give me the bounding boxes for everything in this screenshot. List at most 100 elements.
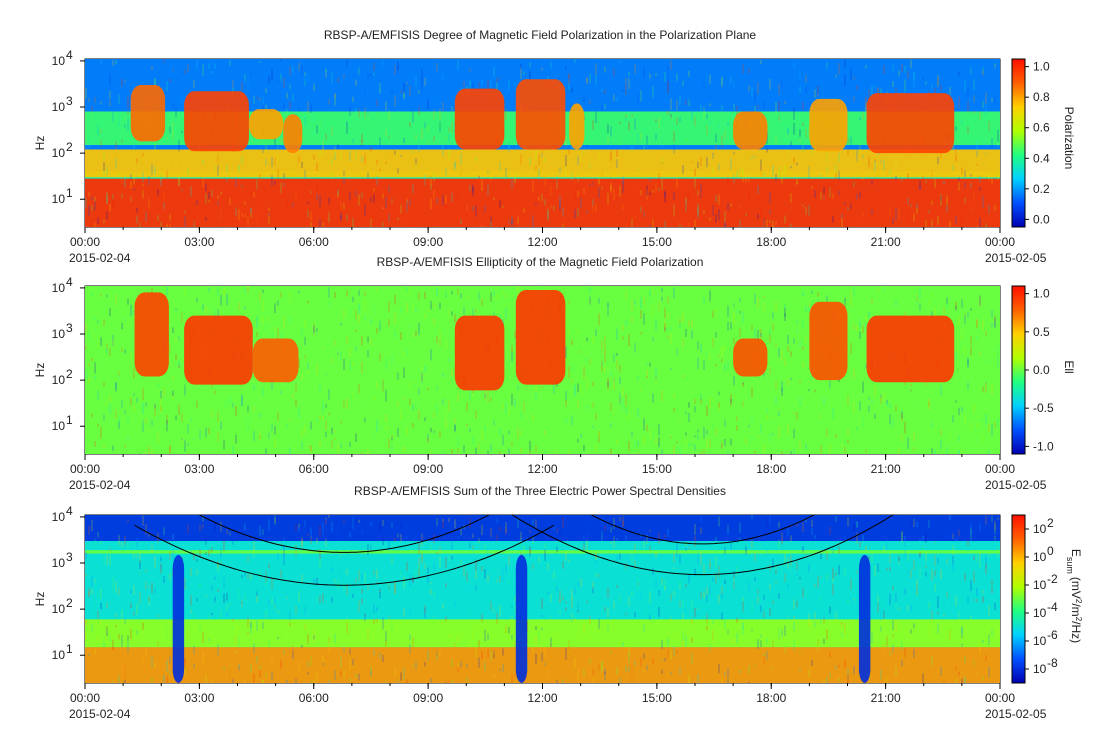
heatmap-cell [421,361,423,372]
colorbar-tick-exponent: -6 [1047,628,1058,642]
heatmap-cell [130,602,132,609]
heatmap-cell [205,594,207,597]
heatmap-cell [325,69,327,78]
heatmap-cell [496,534,498,541]
heatmap-cell [283,544,285,556]
heatmap-cell [559,195,561,208]
heatmap-cell [793,108,795,120]
heatmap-cell [154,78,156,87]
heatmap-cell [655,551,657,559]
heatmap-cell [655,377,657,380]
heatmap-cell [562,223,564,227]
heatmap-cell [250,207,252,218]
heatmap-cell [445,409,447,420]
heatmap-cell [577,190,579,197]
heatmap-cell [976,668,978,678]
heatmap-cell [796,412,798,420]
heatmap-cell [517,216,519,225]
heatmap-cell [340,656,342,668]
heatmap-cell [382,379,384,392]
heatmap-cell [157,383,159,388]
heatmap-cell [217,588,219,592]
heatmap-cell [472,393,474,397]
heatmap-cell [109,347,111,357]
heatmap-cell [364,204,366,216]
heatmap-cell [535,626,537,630]
heatmap-cell [961,329,963,340]
heatmap-cell [589,100,591,105]
heatmap-cell [961,167,963,175]
heatmap-cell [991,176,993,184]
heatmap-cell [967,547,969,552]
heatmap-cell [520,412,522,419]
heatmap-cell [391,545,393,548]
heatmap-cell [442,195,444,206]
heatmap-cell [580,578,582,587]
heatmap-cell [874,643,876,648]
heatmap-cell [388,438,390,449]
heatmap-cell [562,208,564,217]
heatmap-cell [337,189,339,194]
heatmap-cell [883,610,885,619]
heatmap-cell [115,383,117,392]
heatmap-cell [376,328,378,334]
heatmap-cell [523,545,525,555]
heatmap-cell [148,176,150,186]
heatmap-cell [769,219,771,224]
heatmap-event [454,88,505,150]
heatmap-cell [658,424,660,436]
heatmap-cell [565,399,567,407]
heatmap-cell [889,567,891,572]
heatmap-cell [790,141,792,147]
heatmap-cell [367,350,369,358]
heatmap-cell [100,540,102,545]
heatmap-cell [943,81,945,87]
heatmap-cell [976,318,978,325]
heatmap-cell [790,223,792,227]
heatmap-cell [808,306,810,312]
heatmap-cell [637,549,639,555]
heatmap-cell [403,90,405,98]
heatmap-cell [343,177,345,184]
heatmap-cell [469,81,471,85]
heatmap-cell [949,606,951,609]
heatmap-cell [382,221,384,227]
heatmap-cell [796,561,798,570]
heatmap-cell [262,316,264,324]
heatmap-cell [688,402,690,408]
heatmap-cell [706,405,708,417]
heatmap-cell [625,117,627,121]
heatmap-cell [703,448,705,454]
heatmap-cell [784,307,786,317]
heatmap-cell [352,361,354,366]
x-tick-label: 12:00 [527,691,557,705]
heatmap-cell [451,680,453,683]
heatmap-cell [226,610,228,618]
heatmap-cell [844,568,846,577]
heatmap-cell [586,406,588,409]
heatmap-cell [274,303,276,314]
heatmap-cell [115,158,117,169]
heatmap-cell [781,171,783,184]
heatmap-cell [730,322,732,330]
heatmap-cell [544,543,546,551]
heatmap-cell [271,657,273,663]
heatmap-cell [595,442,597,453]
heatmap-cell [226,298,228,303]
heatmap-cell [883,611,885,623]
heatmap-cell [907,437,909,449]
heatmap-cell [343,583,345,591]
heatmap-cell [859,318,861,321]
colorbar-label: Ell [1062,360,1076,373]
heatmap-cell [913,432,915,442]
heatmap-cell [661,179,663,190]
heatmap-cell [301,65,303,76]
heatmap-cell [517,385,519,390]
heatmap-cell [472,205,474,212]
heatmap-cell [238,664,240,671]
heatmap-cell [466,295,468,299]
heatmap-event [858,554,871,683]
heatmap-cell [277,636,279,640]
heatmap-cell [679,418,681,423]
heatmap-cell [571,589,573,601]
